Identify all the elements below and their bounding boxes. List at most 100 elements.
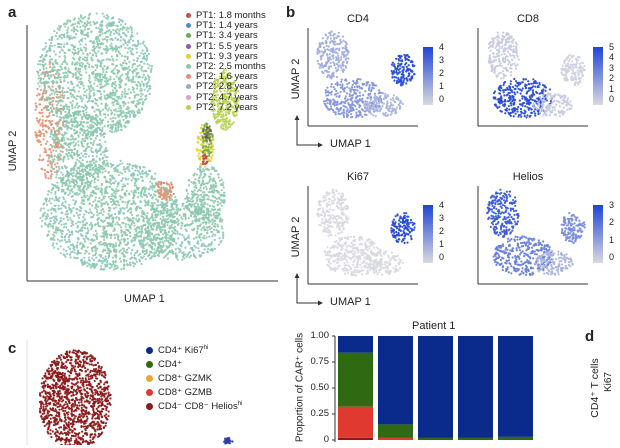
colorbar xyxy=(423,47,433,105)
colorbar-tick: 4 xyxy=(439,42,444,52)
umap-region-top xyxy=(316,188,350,236)
y-tick-label: 0.75 xyxy=(300,356,329,367)
legend-label: CD4⁺ xyxy=(158,359,182,370)
marker-title: Helios xyxy=(508,171,548,183)
legend-item: CD8⁺ GZMB xyxy=(146,387,242,401)
legend-sup: hi xyxy=(238,401,243,407)
chart-title: Patient 1 xyxy=(412,320,455,332)
bar-segment xyxy=(418,438,453,440)
colorbar-tick: 1 xyxy=(609,235,614,245)
umap-region-top xyxy=(486,189,520,238)
bar-segment xyxy=(458,438,493,440)
y-tick-label: 0.25 xyxy=(300,408,329,419)
panel-a-xlabel: UMAP 1 xyxy=(124,293,165,305)
panel-a-label: a xyxy=(8,4,16,21)
panel-d-label: d xyxy=(585,328,594,345)
umap-region-right xyxy=(561,212,586,244)
legend-dot xyxy=(146,347,153,354)
colorbar-tick: 1 xyxy=(439,239,444,249)
colorbar-tick: 2 xyxy=(609,73,614,83)
colorbar xyxy=(593,47,603,105)
umap-region-bottom xyxy=(492,235,554,276)
legend-dot xyxy=(186,44,191,49)
marker-title: Ki67 xyxy=(338,171,378,183)
bar-segment xyxy=(458,336,493,438)
legend-label: PT2: 7.2 years xyxy=(196,102,258,113)
colorbar-tick: 5 xyxy=(609,42,614,52)
panel-b-label: b xyxy=(286,4,295,21)
colorbar-tick: 1 xyxy=(439,81,444,91)
panel-a-ylabel: UMAP 2 xyxy=(7,126,19,176)
legend-dot xyxy=(186,64,191,69)
colorbar xyxy=(593,205,603,263)
umap-region-tail xyxy=(363,92,404,117)
legend-dot xyxy=(186,84,191,89)
arrowhead-icon xyxy=(295,115,324,148)
legend-item: CD8⁺ GZMK xyxy=(146,373,242,387)
umap-region-top xyxy=(488,32,520,80)
legend-label: CD8⁺ GZMB xyxy=(158,387,212,398)
panel-a-cluster-bottom xyxy=(39,160,179,271)
legend-label: CD4⁺ Ki67 xyxy=(158,345,204,356)
legend-item: PT2: 7.2 years xyxy=(186,103,266,113)
panel-d-ylabel: CD4⁺ T cells xyxy=(589,353,601,423)
bar-segment xyxy=(338,407,373,438)
legend-item: CD4⁺ Ki67hi xyxy=(146,345,242,359)
bar-segment xyxy=(338,353,373,407)
bar-segment xyxy=(378,438,413,440)
legend-item: CD4⁺ xyxy=(146,359,242,373)
colorbar-tick: 3 xyxy=(609,63,614,73)
umap-region-right xyxy=(390,212,415,244)
umap-xlabel: UMAP 1 xyxy=(330,296,371,308)
legend-dot xyxy=(186,95,191,100)
umap-region-bottom xyxy=(493,78,553,119)
bar-segment xyxy=(418,336,453,438)
y-tick-label: 0.50 xyxy=(300,382,329,393)
colorbar-tick: 2 xyxy=(439,68,444,78)
bar-segment xyxy=(498,437,533,440)
arrowhead-icon xyxy=(295,273,324,306)
colorbar-tick: 0 xyxy=(609,252,614,262)
legend-label: CD8⁺ GZMK xyxy=(158,373,212,384)
colorbar-tick: 0 xyxy=(609,94,614,104)
legend-dot xyxy=(186,33,191,38)
legend-dot xyxy=(186,74,191,79)
umap-region-tail xyxy=(362,250,404,276)
colorbar-tick: 3 xyxy=(439,213,444,223)
legend-label: CD4⁻ CD8⁻ Helios xyxy=(158,401,238,412)
legend-dot xyxy=(186,23,191,28)
y-tick-label: 0 xyxy=(300,434,329,445)
y-tick-label: 1.00 xyxy=(300,330,329,341)
legend-dot xyxy=(146,389,153,396)
bar-segment xyxy=(338,336,373,353)
umap-region-top xyxy=(316,30,349,79)
umap-ylabel: UMAP 2 xyxy=(290,212,302,262)
umap-region-right xyxy=(391,54,416,87)
legend-dot xyxy=(186,54,191,59)
colorbar-tick: 4 xyxy=(439,200,444,210)
legend-dot xyxy=(146,403,153,410)
bar-segment xyxy=(338,438,373,440)
umap-xlabel: UMAP 1 xyxy=(330,138,371,150)
panel-a-cluster-salmon2 xyxy=(156,181,174,201)
legend-dot xyxy=(186,105,191,110)
colorbar-tick: 1 xyxy=(609,84,614,94)
umap-axis-arrows xyxy=(297,275,321,303)
colorbar-tick: 4 xyxy=(609,52,614,62)
bar-segment xyxy=(378,336,413,424)
panel-c-cluster-blue xyxy=(223,437,234,444)
legend-item: CD4⁻ CD8⁻ Helioshi xyxy=(146,401,242,415)
umap-axis-arrows xyxy=(297,117,321,145)
panel-d-partial-label: Ki67 xyxy=(603,365,615,399)
umap-region-tail xyxy=(534,250,574,276)
legend-dot xyxy=(146,361,153,368)
legend-dot xyxy=(186,13,191,18)
colorbar-tick: 2 xyxy=(609,217,614,227)
colorbar-tick: 3 xyxy=(439,55,444,65)
legend-sup: hi xyxy=(204,345,209,351)
colorbar-tick: 3 xyxy=(609,200,614,210)
bar-segment xyxy=(378,424,413,438)
colorbar-tick: 0 xyxy=(439,94,444,104)
